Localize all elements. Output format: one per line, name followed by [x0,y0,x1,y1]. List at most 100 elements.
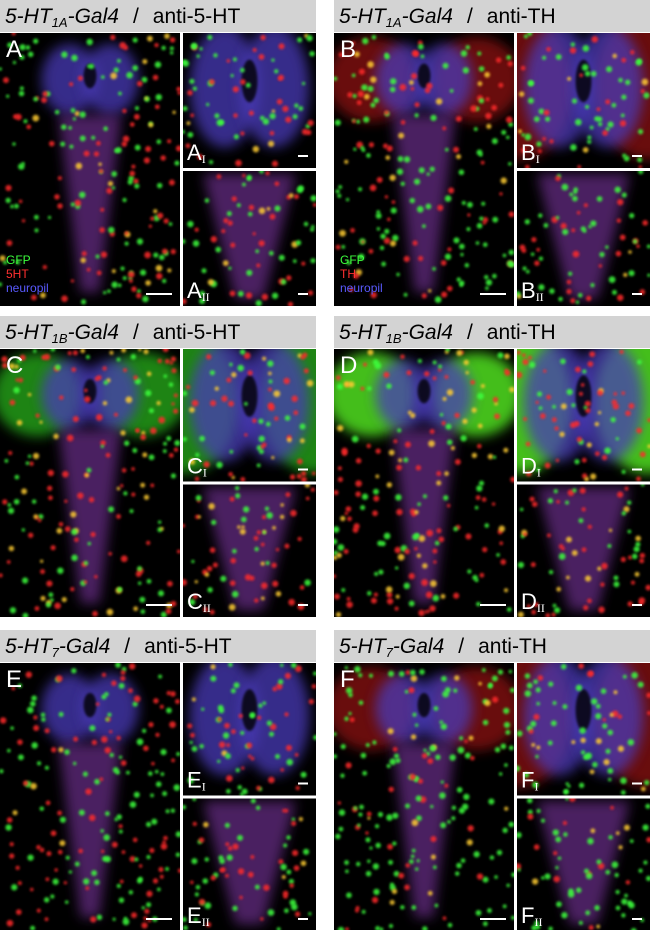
cell [111,281,118,288]
cell [335,833,341,840]
cell [269,112,276,120]
cell [584,70,591,77]
cell [260,917,264,921]
cell [203,821,209,828]
cell [9,399,16,406]
cell [602,723,608,729]
cell [186,121,191,126]
cell [232,905,238,912]
cell [194,227,199,232]
cell [45,877,50,882]
cell [621,57,627,63]
cell [262,701,267,706]
cell [303,848,310,855]
cell [155,272,163,280]
cell [12,60,17,65]
micrograph [0,663,180,930]
cell [393,439,398,444]
cell [8,363,15,370]
cell [281,875,286,880]
cell [114,412,118,417]
cell [167,139,172,144]
cell [6,817,13,823]
cell [494,401,498,406]
cell [390,207,397,214]
cell [628,270,635,277]
cell [252,418,257,423]
separator: / [133,5,139,28]
cell [111,186,116,190]
cell [226,59,231,63]
cell [625,410,631,417]
cell [242,173,246,178]
cell [70,511,77,518]
brain [239,349,310,462]
cell [445,423,452,430]
cell [639,451,646,458]
genotype-prefix: 5-HT [5,5,54,28]
cell [432,548,438,554]
cell [427,758,434,765]
cell [284,672,291,679]
ventral-cord [202,173,297,300]
cell [334,754,337,759]
cell [438,364,443,369]
cell [464,752,471,759]
cell [542,55,547,60]
cell [244,401,248,406]
panel-header [334,0,650,32]
cell [635,541,641,547]
antibody: anti-5-HT [153,321,241,344]
cell [487,453,494,460]
cell [31,695,37,702]
cell [370,76,377,83]
cell [567,891,575,898]
cell [278,254,285,261]
cell [207,34,213,40]
cell [622,674,627,679]
cell [445,349,451,352]
cell [470,755,475,761]
cell [389,78,397,85]
cell [228,266,232,270]
cell [26,706,34,714]
cell [447,922,453,928]
cell [623,506,630,513]
cell [645,875,650,882]
cell [166,690,172,696]
cell [576,211,581,215]
cell [274,754,280,760]
cell [137,566,143,572]
cell [290,663,297,669]
cell [624,79,631,85]
cell [375,926,380,930]
cell [128,688,133,693]
cell [446,285,453,292]
cell [183,925,188,930]
cell [104,811,110,816]
cell [586,670,594,678]
cell [379,927,384,930]
cell [152,74,159,81]
cell [503,447,509,453]
cell [613,575,619,581]
cell [475,241,480,245]
cell [388,786,394,793]
cell [129,122,135,127]
cell [555,215,560,220]
subpanel-label: CII [187,589,211,615]
cell [269,213,276,220]
cell [9,842,14,847]
cell [256,463,261,468]
cell [458,169,465,176]
cell [492,273,497,279]
cell [237,364,244,372]
cell [79,191,86,199]
cell [409,859,414,864]
cell [367,859,371,863]
cell [430,854,436,860]
cell [302,352,308,358]
cell [78,848,83,854]
cell [163,374,168,378]
cell [408,600,415,607]
